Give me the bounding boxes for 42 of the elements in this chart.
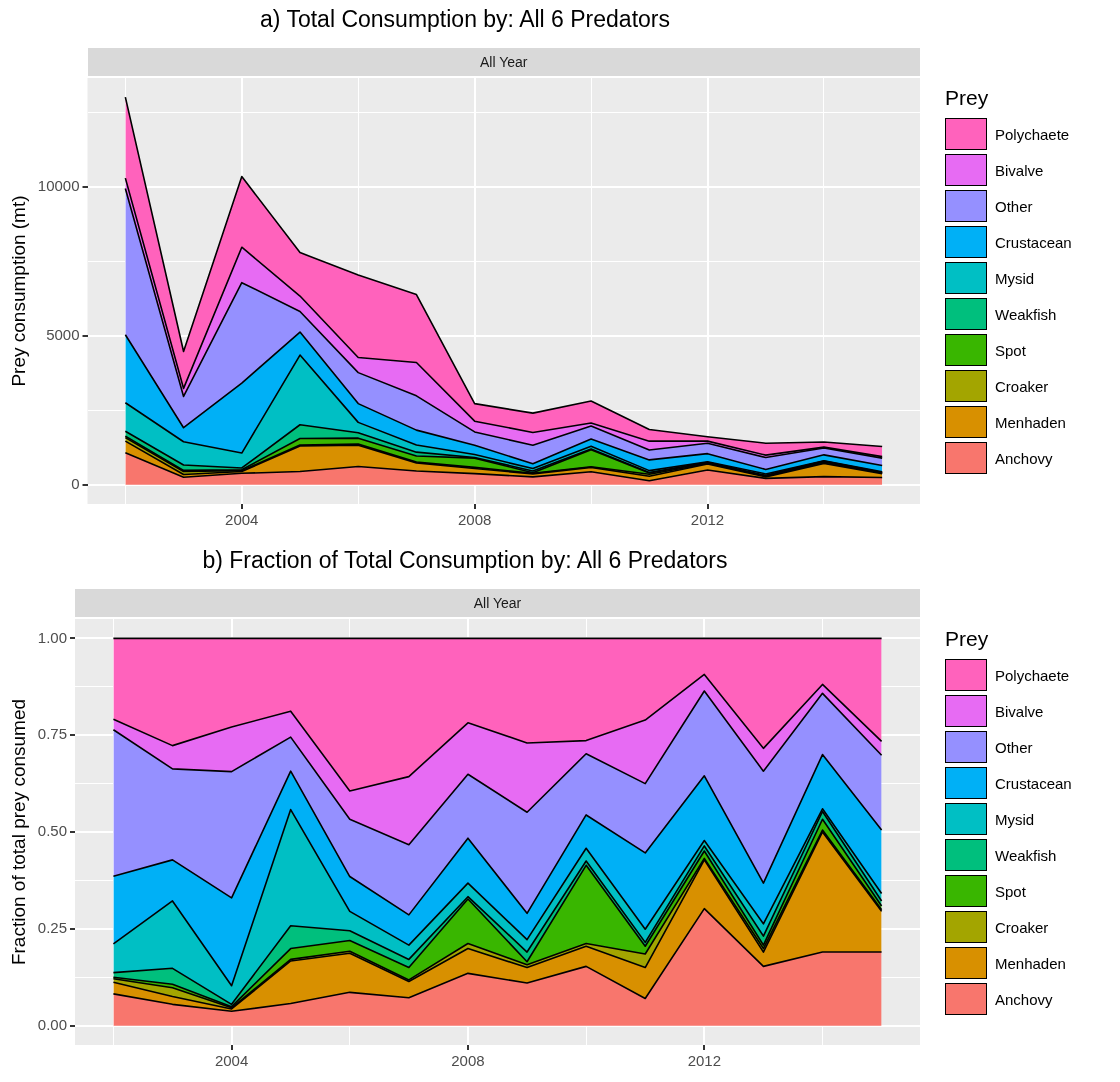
x-tick-label: 2008 [451, 1052, 485, 1070]
legend-label: Mysid [995, 269, 1035, 287]
chart-title: b) Fraction of Total Consumption by: All 6 Predators [201, 547, 729, 574]
legend-label: Anchovy [995, 990, 1053, 1008]
legend-label: Menhaden [995, 954, 1066, 972]
legend-label: Crustacean [995, 233, 1072, 251]
legend-title: Prey [945, 86, 990, 110]
legend-title: Prey [945, 627, 990, 651]
x-tick-label: 2004 [225, 511, 259, 529]
legend-label: Bivalve [995, 161, 1044, 179]
legend-label: Polychaete [995, 666, 1070, 684]
legend-label: Anchovy [995, 449, 1053, 467]
legend-label: Other [995, 738, 1033, 756]
legend-label: Crustacean [995, 774, 1072, 792]
chart-subtitle: All Year [74, 589, 920, 617]
legend-label: Menhaden [995, 413, 1066, 431]
y-tick-label: 0.00 [37, 1015, 67, 1033]
chart-title: a) Total Consumption by: All 6 Predators [259, 6, 671, 33]
legend-label: Croaker [995, 918, 1049, 936]
legend-label: Bivalve [995, 702, 1044, 720]
legend-label: Spot [995, 882, 1026, 900]
y-axis-title: Prey consumption (mt) [7, 195, 29, 387]
y-tick-label: 5000 [46, 325, 80, 343]
y-tick-label: 0.50 [37, 822, 67, 840]
y-tick-label: 0.25 [37, 918, 67, 936]
legend-label: Weakfish [995, 305, 1057, 323]
x-tick-label: 2008 [457, 511, 492, 529]
y-axis-title: Fraction of total prey consumed [7, 698, 29, 966]
legend-label: Polychaete [995, 125, 1070, 143]
x-tick-label: 2004 [214, 1052, 249, 1070]
y-tick-label: 0.75 [37, 725, 67, 743]
legend-label: Weakfish [995, 846, 1057, 864]
y-tick-label: 0 [71, 474, 80, 492]
x-tick-label: 2012 [687, 1052, 721, 1070]
y-tick-label: 1.00 [37, 628, 67, 646]
legend-label: Mysid [995, 810, 1035, 828]
x-tick-label: 2012 [690, 511, 725, 529]
legend-label: Spot [995, 341, 1026, 359]
legend-label: Other [995, 197, 1033, 215]
chart-subtitle: All Year [87, 48, 920, 76]
y-tick-label: 10000 [37, 176, 80, 194]
legend-label: Croaker [995, 377, 1049, 395]
